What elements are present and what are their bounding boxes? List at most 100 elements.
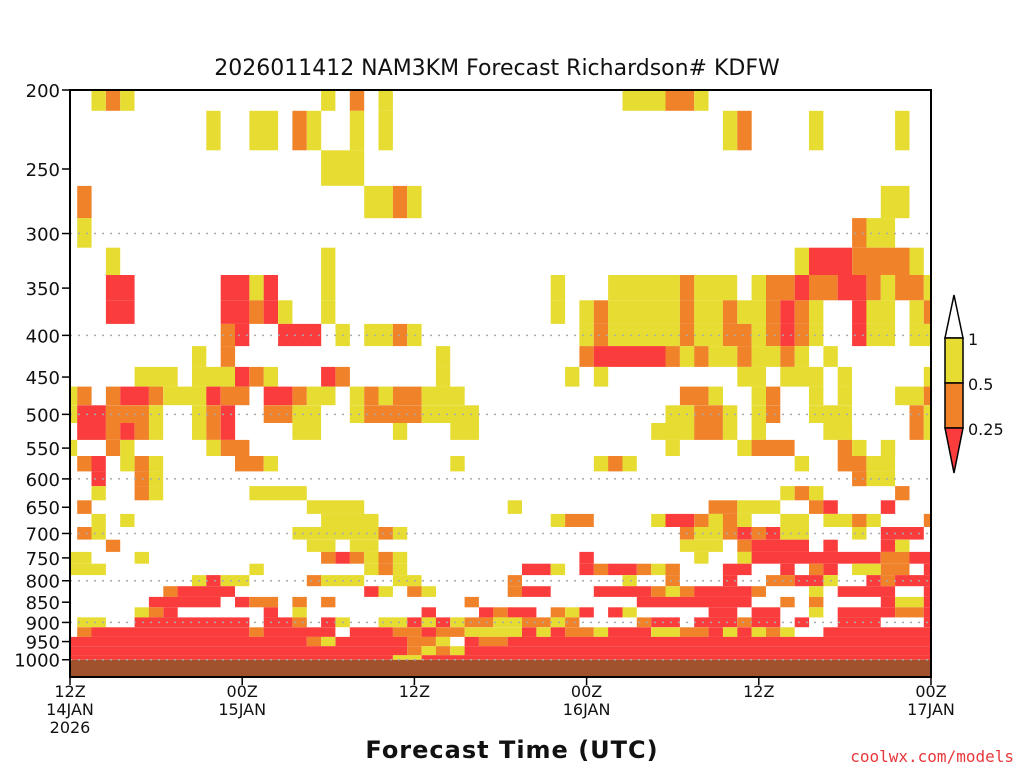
heatmap-cell (292, 386, 307, 406)
heatmap-cell (608, 607, 623, 618)
heatmap-cell (148, 471, 164, 487)
heatmap-cell (536, 627, 551, 637)
heatmap-cell (780, 563, 795, 576)
heatmap-cell (321, 275, 336, 301)
heatmap-cell (866, 300, 896, 324)
heatmap-cell (837, 456, 867, 472)
heatmap-cell (306, 500, 365, 514)
heatmap-cell (809, 586, 824, 597)
x-tick-label: 14JAN (46, 700, 94, 719)
ground-surface (70, 659, 931, 677)
heatmap-cell (837, 607, 896, 618)
heatmap-cell (77, 185, 92, 219)
heatmap-cell (105, 423, 121, 440)
heatmap-cell (909, 423, 924, 440)
heatmap-cell (852, 439, 867, 456)
heatmap-cell (120, 386, 149, 406)
heatmap-cell (378, 551, 393, 564)
heatmap-cell (378, 90, 393, 111)
heatmap-cell (70, 405, 78, 423)
heatmap-cell (608, 627, 652, 637)
heatmap-cell (823, 513, 853, 527)
heatmap-cell (522, 563, 551, 576)
heatmap-cell (837, 386, 852, 406)
heatmap-cell (349, 386, 365, 406)
heatmap-cell (91, 90, 106, 111)
heatmap-cell (651, 423, 695, 440)
heatmap-cell (163, 386, 207, 406)
heatmap-cell (235, 323, 250, 347)
heatmap-cell (923, 386, 931, 406)
heatmap-cell (751, 551, 881, 564)
heatmap-cell (278, 300, 293, 324)
heatmap-cell (364, 551, 379, 564)
heatmap-cell (206, 110, 221, 151)
heatmap-cell (852, 513, 867, 527)
heatmap-cell (780, 513, 809, 527)
heatmap-cell (364, 323, 393, 347)
heatmap-cell (737, 539, 752, 552)
heatmap-cell (866, 513, 881, 527)
heatmap-cell (321, 247, 336, 275)
heatmap-cell (694, 300, 723, 324)
heatmap-cell (895, 539, 910, 552)
heatmap-cell (263, 366, 278, 387)
heatmap-cell (349, 539, 379, 552)
heatmap-cell (392, 627, 422, 637)
heatmap-cell (105, 386, 121, 406)
heatmap-cell (708, 607, 738, 618)
heatmap-cell (780, 486, 795, 501)
heatmap-cell (708, 627, 723, 637)
heatmap-cell (751, 617, 781, 628)
x-axis-title: Forecast Time (UTC) (365, 736, 658, 764)
y-axis: 200 250 300 350 400 450 500 550 600 650 700 7508008… (14, 81, 70, 672)
heatmap-cell (77, 456, 92, 472)
heatmap-cell (823, 346, 838, 367)
x-tick-label: 2026 (50, 718, 91, 737)
heatmap-cell (809, 386, 824, 406)
heatmap-cell (809, 323, 824, 347)
legend-swatch-yellow (944, 337, 964, 384)
heatmap-cell (880, 185, 910, 219)
heatmap-cell (77, 405, 106, 423)
y-tick-label: 450 (26, 368, 60, 389)
heatmap-cell (235, 456, 264, 472)
y-tick-label: 200 (26, 81, 60, 102)
heatmap-cell (235, 366, 250, 387)
heatmap-cell (636, 617, 652, 628)
heatmap-cell (565, 607, 580, 618)
heatmap-cell (292, 423, 322, 440)
heatmap-cell (507, 586, 522, 597)
heatmap-cell (134, 551, 149, 564)
heatmap-cell (522, 627, 537, 637)
heatmap-cell (421, 386, 465, 406)
heatmap-cell (622, 90, 666, 111)
legend-label-0-25: 0.25 (968, 420, 1004, 439)
heatmap-cell (766, 527, 781, 540)
heatmap-cell (766, 575, 795, 587)
heatmap-cell (120, 423, 135, 440)
heatmap-cell (809, 500, 824, 514)
y-tick-label: 500 (26, 405, 60, 426)
heatmap-cell (852, 471, 867, 487)
heatmap-cell (751, 607, 781, 618)
heatmap-cell (70, 386, 78, 406)
heatmap-cell (220, 386, 250, 406)
heatmap-cell (235, 596, 250, 608)
heatmap-cell (722, 300, 738, 324)
heatmap-cell (593, 323, 609, 347)
heatmap-cell (909, 405, 924, 423)
heatmap-cell (923, 607, 931, 618)
heatmap-cell (880, 563, 910, 576)
heatmap-cell (148, 386, 164, 406)
heatmap-cell (435, 646, 451, 656)
heatmap-cell (306, 386, 336, 406)
heatmap-cell (70, 646, 408, 656)
heatmap-cell (679, 300, 695, 324)
heatmap-cell (794, 346, 810, 367)
heatmap-cell (120, 90, 135, 111)
heatmap-cell (134, 486, 149, 501)
heatmap-cell (694, 617, 738, 628)
heatmap-cell (392, 386, 422, 406)
